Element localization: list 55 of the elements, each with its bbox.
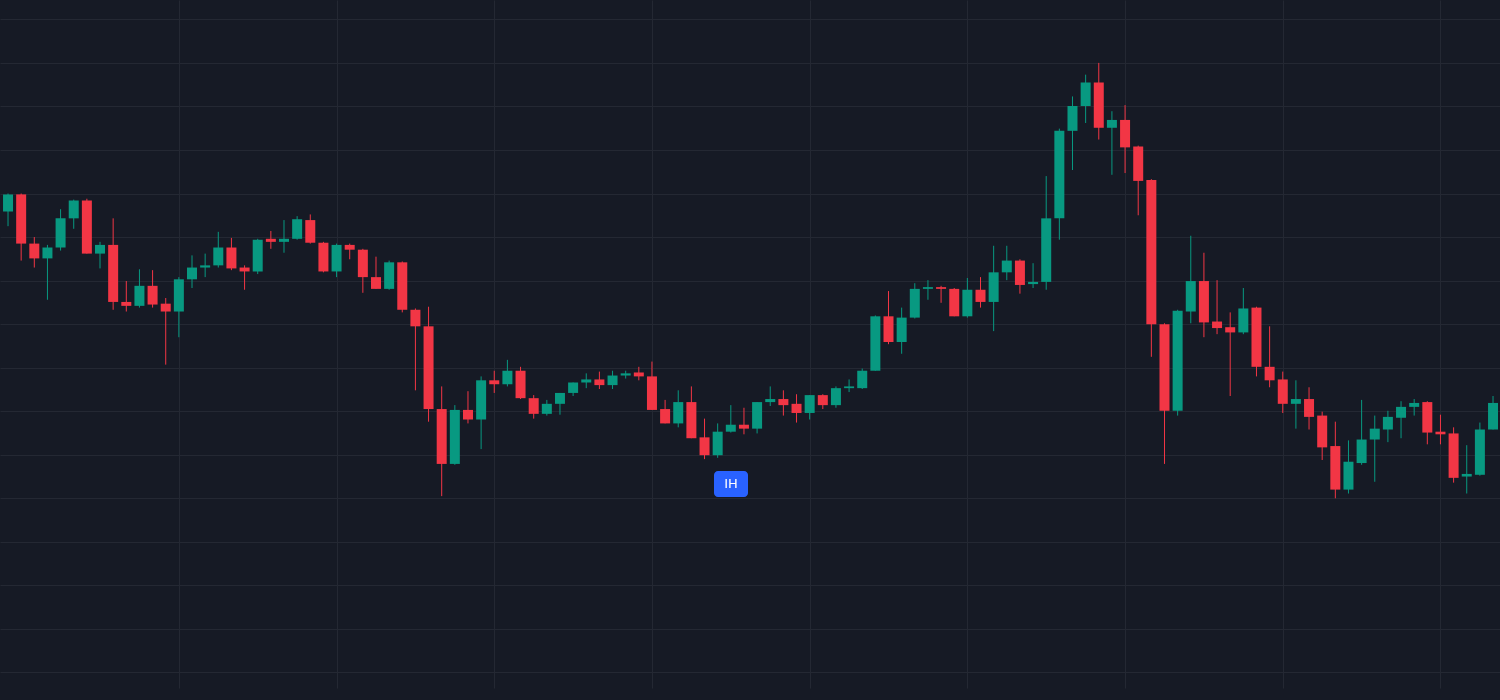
candlestick bbox=[147, 269, 158, 309]
candlestick bbox=[725, 404, 736, 434]
candlestick bbox=[738, 407, 749, 435]
candlestick bbox=[804, 394, 815, 420]
candlestick bbox=[213, 231, 224, 269]
candlestick bbox=[1356, 399, 1367, 466]
candlestick bbox=[1225, 311, 1236, 397]
candlestick bbox=[712, 422, 723, 459]
candlestick bbox=[187, 254, 198, 289]
candlestick bbox=[134, 268, 145, 309]
candlestick bbox=[1382, 410, 1393, 443]
candlestick bbox=[844, 378, 855, 393]
candlestick bbox=[791, 393, 802, 424]
candlestick bbox=[1304, 386, 1315, 431]
candlestick bbox=[502, 359, 513, 387]
candlestick bbox=[857, 368, 868, 390]
candlestick bbox=[462, 390, 473, 424]
annotation: IH bbox=[724, 476, 738, 491]
candlestick bbox=[160, 297, 171, 366]
candlestick bbox=[830, 385, 841, 409]
candlestick bbox=[121, 280, 132, 313]
candlestick bbox=[305, 213, 316, 245]
candlestick bbox=[1461, 444, 1472, 495]
candlestick bbox=[200, 253, 211, 278]
candlestick bbox=[765, 385, 776, 407]
candlestick bbox=[975, 276, 986, 309]
candlestick bbox=[29, 236, 40, 269]
candlestick bbox=[1264, 325, 1275, 388]
candlestick bbox=[922, 279, 933, 301]
candlestick bbox=[95, 241, 106, 269]
candlestick bbox=[292, 215, 303, 241]
candlestick bbox=[1001, 245, 1012, 281]
candlestick bbox=[699, 418, 710, 460]
candlestick bbox=[42, 244, 53, 301]
candlestick bbox=[489, 370, 500, 394]
candlestick bbox=[1290, 379, 1301, 430]
candlestick bbox=[1028, 262, 1039, 289]
candlestick bbox=[279, 219, 289, 254]
candlestick bbox=[370, 256, 381, 290]
candlestick bbox=[1238, 287, 1249, 335]
candlestick bbox=[1369, 415, 1380, 483]
candlestick bbox=[1396, 400, 1407, 439]
candlestick bbox=[3, 193, 14, 227]
candlestick bbox=[778, 389, 789, 417]
candlestick bbox=[673, 389, 684, 428]
candlestick bbox=[1080, 74, 1091, 124]
candlestick bbox=[226, 237, 237, 271]
candlestick bbox=[607, 370, 618, 390]
candlestick bbox=[68, 199, 79, 230]
candlestick bbox=[936, 285, 947, 304]
candlestick bbox=[1212, 279, 1223, 335]
candlestick bbox=[265, 230, 276, 250]
candlestick bbox=[1106, 110, 1117, 176]
candlestick bbox=[528, 394, 539, 420]
candlestick bbox=[410, 307, 421, 391]
